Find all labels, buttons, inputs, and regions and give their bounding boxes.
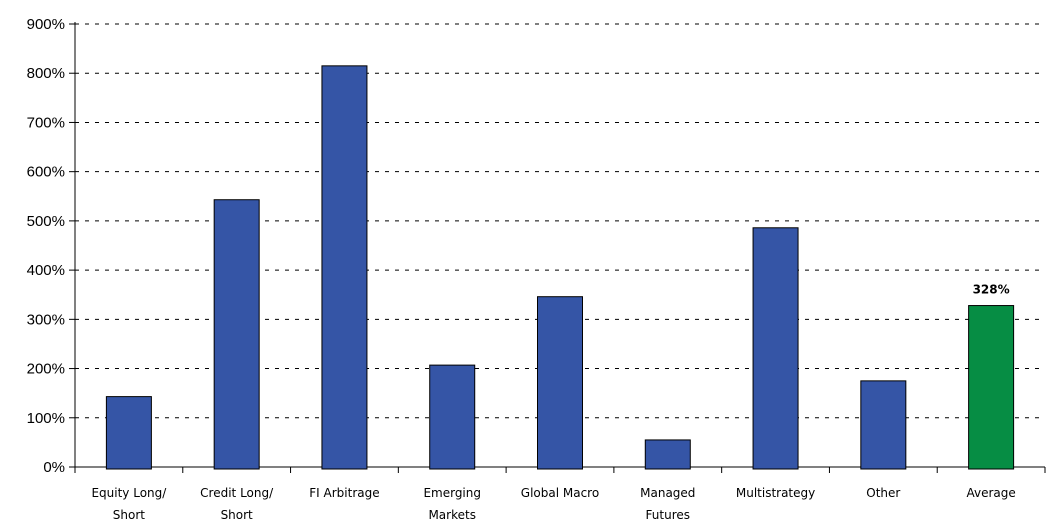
y-tick-label: 600% [27,164,65,181]
labels: 0% 100% 200% 300% 400% 500% 600% 700% 800% 900% Eq… [27,16,1016,520]
data-label: 328% [973,283,1010,297]
x-tick-label: Multistrategy [736,486,815,500]
x-tick-label: FI Arbitrage [309,486,379,500]
bar [644,439,691,470]
y-tick-label: 900% [27,16,65,33]
y-tick-label: 100% [27,410,65,427]
bar [105,396,152,470]
bar [968,305,1015,470]
x-tick-label: Managed Futures [640,486,695,520]
bar [860,380,907,470]
x-tick-label: Credit Long/Short [200,486,274,520]
y-tick-label: 800% [27,65,65,82]
x-tick-label: Emerging Markets [423,486,481,520]
y-tick-label: 300% [27,311,65,328]
bar [213,199,260,470]
bar [537,296,583,470]
y-tick-label: 500% [27,213,65,230]
bar [752,227,799,470]
y-tick-label: 700% [27,114,65,131]
bar [321,65,368,470]
bar [429,364,476,470]
y-tick-label: 0% [43,459,65,476]
x-tick-label: Average [966,486,1015,500]
x-tick-label: Global Macro [521,486,599,500]
y-tick-label: 200% [27,361,65,378]
bars [105,65,1015,470]
x-tick-label: Other [866,486,900,500]
x-tick-label: Equity Long/Short [91,486,167,520]
y-tick-label: 400% [27,262,65,279]
